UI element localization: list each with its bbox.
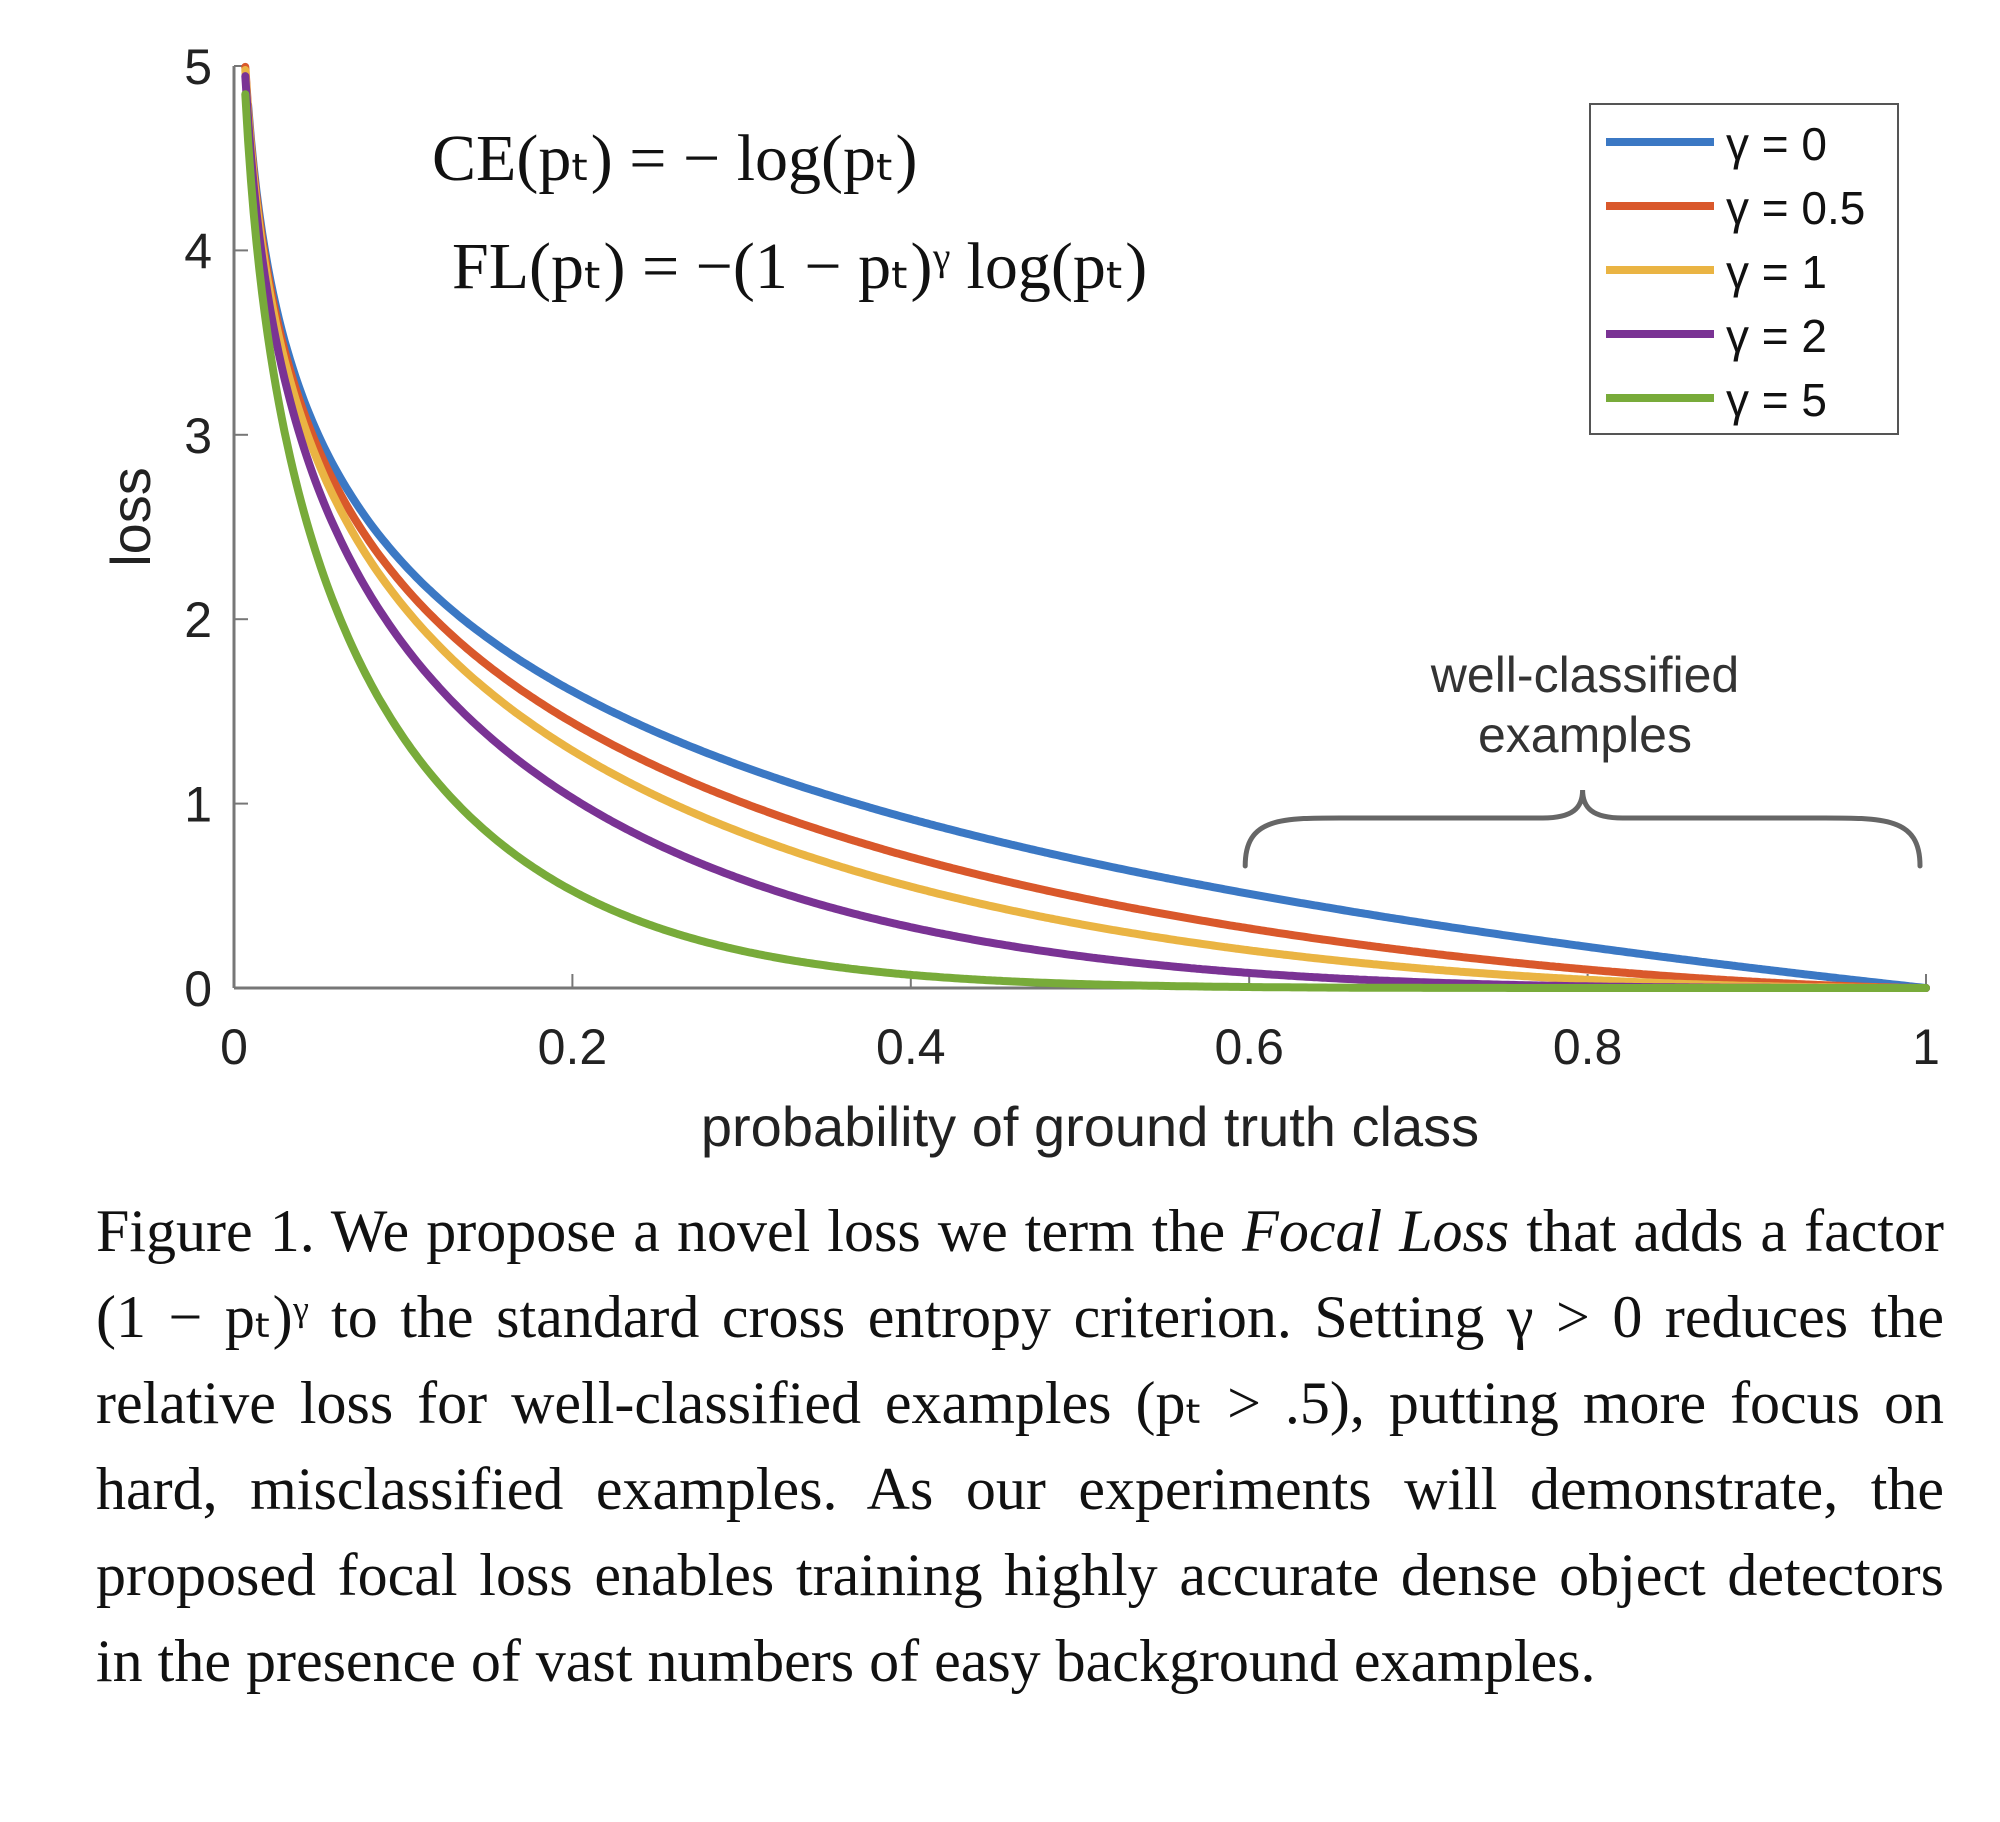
legend-label: γ = 1 — [1726, 246, 1827, 298]
x-tick-label: 0 — [220, 1019, 248, 1075]
x-tick-label: 0.2 — [538, 1019, 608, 1075]
well-classified-annotation: well-classified examples — [1242, 647, 1923, 869]
series-line — [241, 66, 1930, 992]
series-line — [241, 90, 1930, 992]
series-line — [244, 100, 1930, 992]
y-axis-label: loss — [99, 467, 162, 567]
series-line — [241, 62, 1930, 992]
ce-formula: CE(pₜ) = − log(pₜ) — [432, 122, 917, 195]
caption-text-after-term: that adds a factor (1 − pₜ)ᵞ to the stan… — [96, 1198, 1945, 1694]
caption-term: Focal Loss — [1242, 1198, 1510, 1264]
fl-formula: FL(pₜ) = −(1 − pₜ)ᵞ log(pₜ) — [452, 230, 1147, 303]
loss-curves — [241, 62, 1930, 992]
x-tick-label: 0.6 — [1214, 1019, 1284, 1075]
legend-label: γ = 5 — [1726, 374, 1827, 426]
y-tick-label: 5 — [184, 39, 212, 95]
y-tick-label: 4 — [184, 223, 212, 279]
caption-label: Figure 1. — [96, 1198, 315, 1264]
loss-chart: 0 0.2 0.4 0.6 0.8 1 0 1 2 3 4 5 probability of groun… — [99, 39, 1940, 1158]
y-tick-label: 2 — [184, 592, 212, 648]
y-tick-label: 1 — [184, 777, 212, 833]
annotation-line-2: examples — [1478, 707, 1692, 763]
legend: γ = 0 γ = 0.5 γ = 1 γ = 2 γ = 5 — [1589, 103, 1899, 435]
legend-label: γ = 2 — [1726, 310, 1827, 362]
x-tick-label: 0.4 — [876, 1019, 946, 1075]
axes: 0 0.2 0.4 0.6 0.8 1 0 1 2 3 4 5 probability of groun… — [99, 39, 1940, 1158]
x-tick-label: 0.8 — [1553, 1019, 1623, 1075]
y-tick-label: 3 — [184, 408, 212, 464]
caption-text-before-term: We propose a novel loss we term the — [330, 1198, 1226, 1264]
y-tick-label: 0 — [184, 961, 212, 1017]
legend-label: γ = 0 — [1726, 118, 1827, 170]
legend-label: γ = 0.5 — [1726, 182, 1865, 234]
annotation-line-1: well-classified — [1430, 647, 1739, 703]
brace-shape — [1242, 789, 1923, 869]
x-tick-label: 1 — [1912, 1019, 1940, 1075]
figure-caption: Figure 1. We propose a novel loss we ter… — [96, 1188, 1944, 1704]
x-axis-label: probability of ground truth class — [701, 1095, 1479, 1158]
